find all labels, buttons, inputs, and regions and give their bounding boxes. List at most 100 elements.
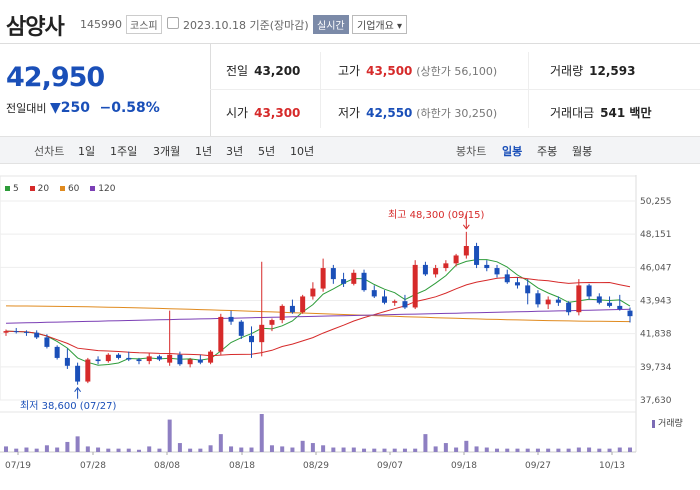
candle [453,255,459,264]
volume-bar [597,448,602,452]
candle-weekly[interactable]: 주봉 [537,145,558,158]
volume-bar [269,445,274,452]
realtime-button[interactable]: 실시간 [313,15,349,34]
volume-bars [4,414,632,452]
volume-legend-swatch [652,419,655,428]
volume-bar [433,446,438,452]
low-value: 42,550 [366,106,413,120]
candle [54,346,60,358]
candle [504,274,510,283]
chart-toolbar: 선차트 1일 1주일 3개월 1년 3년 5년 10년 봉차트 일봉 주봉 월봉 [0,136,700,164]
candle [187,359,193,365]
candles [3,231,633,385]
candle [463,246,469,256]
y-tick-label: 39,734 [640,363,672,373]
period-10y[interactable]: 10년 [290,145,315,158]
candle [116,354,122,358]
volume-bar [576,447,581,452]
candle [85,359,91,382]
volume-bar [310,443,315,452]
candle [105,354,111,362]
x-tick-label: 09/07 [377,461,403,471]
high-annotation: 최고 48,300 (09/15) [388,210,485,221]
volume-bar [628,447,632,452]
low-label: 저가 [338,106,361,120]
candle [443,263,449,269]
period-3y[interactable]: 3년 [226,145,244,158]
candle [167,354,173,363]
chart-grid [0,175,637,453]
candle [300,296,306,313]
candle [13,331,19,333]
stats-col-divider [320,52,321,128]
candle [44,337,50,347]
axis-labels: 50,255 48,151 46,047 43,943 41,838 39,734 37,6… [5,197,672,471]
legend-swatch [90,186,96,191]
volume-bar [443,443,448,452]
volume-bar [300,440,305,452]
volume-bar [249,447,254,452]
candle [371,290,377,297]
legend-item: 20 [29,184,50,194]
change-abs: ▼250 [49,100,90,116]
company-overview-dropdown[interactable]: 기업개요 ▾ [352,15,407,34]
volume-bar [4,446,8,452]
volume-bar [546,448,551,452]
candle [525,285,531,294]
volume-bar [341,447,346,452]
stats-row-divider [210,89,700,90]
ma20-line [5,276,631,357]
volume-bar [208,445,213,452]
candle [433,268,439,275]
base-date: 2023.10.18 기준(장마감) [183,19,309,32]
volume-bar [24,447,29,452]
volume-bar [495,448,500,452]
candle [177,354,183,365]
candle [197,359,203,363]
period-3m[interactable]: 3개월 [153,145,181,158]
high: 고가 43,500 (상한가 56,100) [338,62,497,79]
period-5y[interactable]: 5년 [258,145,276,158]
candle [402,301,408,308]
volume-bar [34,448,39,452]
volume-bar [525,448,530,452]
volume-bar [96,447,101,452]
volume-bar [351,447,356,452]
period-1y[interactable]: 1년 [195,145,213,158]
volume-value: 12,593 [589,64,636,78]
volume-bar [126,448,131,452]
volume-bar [505,448,510,452]
line-chart-tab[interactable]: 선차트 [34,145,65,158]
ma5-line [5,259,631,366]
candle [3,331,9,333]
legend-item: 60 [59,184,79,194]
candle [361,272,367,291]
candle [392,301,398,303]
volume-legend-label: 거래량 [658,419,683,429]
volume-bar [382,448,387,452]
candle-monthly[interactable]: 월봉 [572,145,593,158]
volume-bar [218,434,223,452]
candle [514,282,520,286]
candle [412,264,418,308]
stats-grid: 전일 43,200 고가 43,500 (상한가 56,100) 거래량 12,593… [210,44,700,136]
period-1d[interactable]: 1일 [78,145,96,158]
candle [555,299,561,303]
candle [289,305,295,313]
volume-bar [413,448,418,452]
volume-bar [229,446,234,452]
candle-chart-tab[interactable]: 봉차트 [456,145,487,158]
candle [34,332,40,338]
volume-bar [85,446,90,452]
x-tick-label: 08/29 [303,461,329,471]
period-1w[interactable]: 1주일 [110,145,138,158]
legend-label: 20 [37,184,50,194]
candle [136,359,142,362]
trade-amount: 거래대금 541 백만 [550,104,651,121]
volume-label: 거래량 [550,64,584,78]
candle-daily[interactable]: 일봉 [502,145,523,158]
candle [422,264,428,275]
candle [341,279,347,284]
y-tick-label: 48,151 [640,230,672,240]
